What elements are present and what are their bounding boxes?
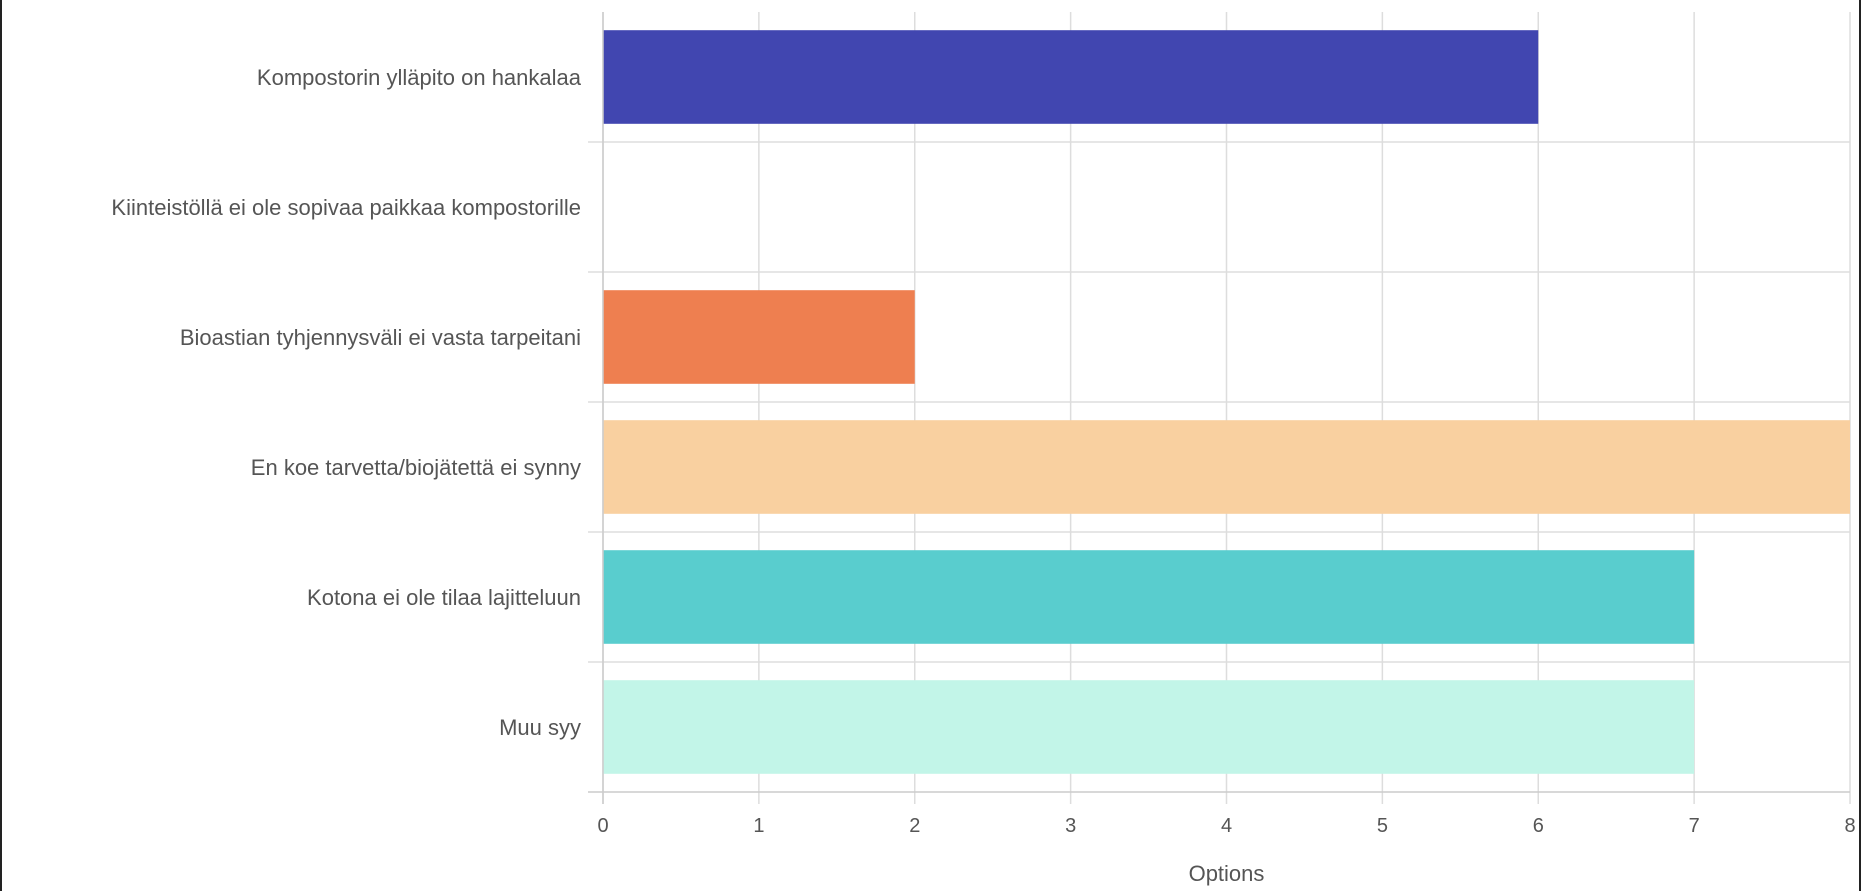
bar [603,420,1850,514]
x-tick-label: 1 [753,815,764,837]
bars [603,30,1850,774]
x-tick-label: 5 [1377,815,1388,837]
horizontal-gridlines [588,141,1850,663]
x-tick-label: 4 [1221,815,1232,837]
x-tick-label: 8 [1844,815,1855,837]
x-tick-label: 0 [597,815,608,837]
category-label: Kotona ei ole tilaa lajitteluun [307,585,581,610]
x-tick-labels: 0 1 2 3 4 5 6 7 8 [597,815,1855,837]
axes [588,12,1850,804]
x-tick-label: 6 [1533,815,1544,837]
category-labels: Kompostorin ylläpito on hankalaa Kiinteis… [111,65,581,740]
category-label: En koe tarvetta/biojätettä ei synny [251,455,581,480]
category-label: Bioastian tyhjennysväli ei vasta tarpeit… [180,325,581,350]
x-tick-label: 7 [1689,815,1700,837]
x-tick-label: 2 [909,815,920,837]
category-label: Muu syy [499,715,581,740]
category-label: Kiinteistöllä ei ole sopivaa paikkaa kom… [111,195,581,220]
category-label: Kompostorin ylläpito on hankalaa [257,65,582,90]
bar [603,290,915,384]
x-tick-label: 3 [1065,815,1076,837]
bar [603,550,1695,644]
bar [603,30,1539,124]
bar [603,680,1695,774]
x-axis-title: Options [1189,861,1265,886]
